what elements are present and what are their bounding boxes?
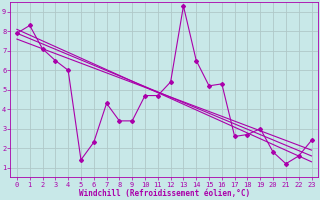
X-axis label: Windchill (Refroidissement éolien,°C): Windchill (Refroidissement éolien,°C) [79, 189, 250, 198]
